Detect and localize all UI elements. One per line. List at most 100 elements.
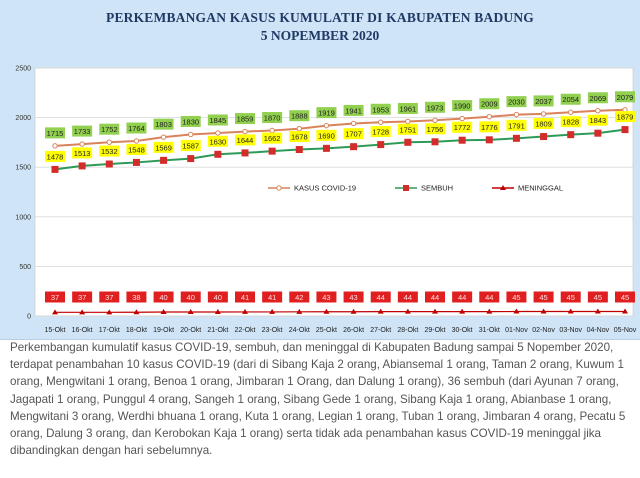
data-label: 1752 [101,125,118,134]
data-point [52,143,58,149]
y-tick-label: 2500 [15,66,31,73]
x-tick-label: 18-Okt [126,327,147,334]
data-label: 1803 [155,120,172,129]
data-point [621,126,629,134]
data-label-box [45,127,65,139]
data-label: 1630 [210,137,227,146]
data-label-box [506,96,527,108]
data-label-box [479,121,500,133]
data-label: 2030 [508,98,525,107]
data-label-box [587,114,608,126]
data-label: 1870 [264,113,281,122]
data-point [486,114,492,120]
data-label: 1728 [372,128,389,137]
data-label-box [99,123,120,135]
data-label-box [343,104,364,116]
data-label-box [262,111,283,123]
data-label-box [207,135,228,147]
caption-text: Perkembangan kumulatif kasus COVID-19, s… [10,341,626,458]
y-tick-label: 1000 [15,214,31,221]
data-label: 1756 [427,125,444,134]
x-tick-label: 15-Okt [44,327,65,334]
data-point [622,308,628,314]
x-tick-label: 19-Okt [153,327,174,334]
data-label-box [533,95,554,107]
data-point [350,143,358,151]
data-label-box [99,145,120,157]
data-label: 42 [295,293,303,302]
data-point [595,108,601,114]
x-tick-label: 27-Okt [370,327,391,334]
x-tick-label: 31-Okt [479,327,500,334]
x-tick-label: 29-Okt [424,327,445,334]
data-label: 1733 [74,127,91,136]
x-tick-label: 22-Okt [234,327,255,334]
data-label-box [72,125,93,137]
data-label-box [615,91,635,103]
data-label-box [506,291,527,303]
data-label: 40 [159,293,167,302]
x-tick-label: 28-Okt [397,327,418,334]
y-tick-label: 1500 [15,165,31,172]
data-point [215,130,221,136]
data-point [106,309,113,315]
data-label: 44 [458,293,466,302]
data-point [214,309,221,315]
data-point [459,308,466,314]
data-point [242,128,248,135]
data-label: 37 [105,293,113,302]
data-point [540,133,548,141]
data-point [188,131,194,138]
data-point [567,131,575,139]
data-point [568,109,574,115]
data-point [322,144,330,152]
data-label: 1888 [291,112,308,121]
data-label-box [397,102,418,114]
data-label-box [452,291,473,303]
data-point [431,138,439,146]
y-tick-label: 2000 [15,115,31,122]
data-label: 2079 [617,93,634,102]
data-label-box [235,113,255,125]
data-point [567,308,574,314]
data-point [404,138,412,146]
data-label-box [153,291,174,303]
data-label: 44 [377,293,385,302]
data-label-box [343,291,364,303]
data-label: 44 [485,293,493,302]
data-label-box [207,114,228,126]
data-point [79,141,85,147]
data-label: 41 [241,293,249,302]
data-label-box [289,131,310,143]
x-tick-label: 20-Okt [180,327,201,334]
data-label-box [99,291,120,303]
data-point [323,122,330,129]
x-tick-label: 03-Nov [559,327,582,334]
data-point [513,308,520,314]
x-tick-label: 23-Okt [262,327,283,334]
data-label-box [262,132,283,144]
data-label: 45 [621,293,629,302]
data-point [594,129,602,137]
data-point [404,308,411,314]
data-label-box [235,134,255,146]
data-label: 1879 [617,113,634,122]
x-tick-label: 01-Nov [505,327,528,334]
series-line [54,128,626,171]
data-point [378,119,384,125]
data-label: 44 [404,293,412,302]
data-label: 44 [431,293,439,302]
data-point [51,165,59,173]
data-label: 45 [539,293,547,302]
data-label: 37 [51,293,59,302]
x-tick-label: 24-Okt [289,327,310,334]
data-label: 1715 [47,129,64,138]
legend-label: SEMBUH [421,184,453,193]
data-point [540,308,547,314]
data-label: 1751 [400,125,417,134]
data-label-box [262,291,283,303]
data-label: 2054 [562,95,579,104]
data-label: 1845 [210,116,227,125]
data-label: 1478 [47,152,64,161]
data-label: 1772 [454,123,471,132]
